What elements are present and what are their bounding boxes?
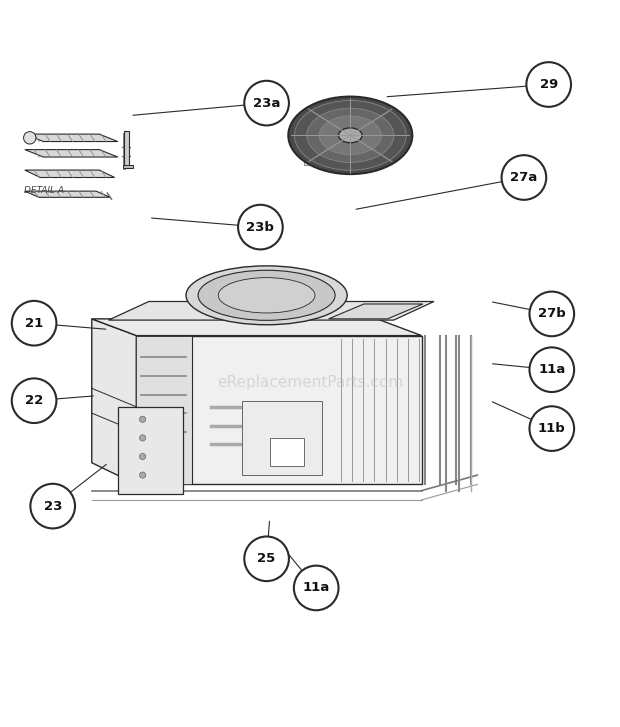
Circle shape [24,132,36,144]
Circle shape [140,435,146,441]
Circle shape [529,292,574,336]
Ellipse shape [288,97,412,174]
Text: 23: 23 [43,499,62,513]
Circle shape [502,155,546,200]
Circle shape [529,406,574,451]
Ellipse shape [339,128,362,142]
Polygon shape [270,438,304,466]
Polygon shape [304,154,338,165]
Polygon shape [118,407,183,494]
Text: 29: 29 [539,78,558,91]
Text: 11a: 11a [303,582,330,595]
Circle shape [12,301,56,345]
Circle shape [526,63,571,107]
Circle shape [529,348,574,392]
Text: 23b: 23b [247,220,274,233]
Text: 27a: 27a [510,171,538,184]
Text: 22: 22 [25,394,43,407]
Ellipse shape [218,278,315,313]
Polygon shape [25,150,118,157]
Polygon shape [92,319,422,336]
Polygon shape [25,170,115,177]
Ellipse shape [198,270,335,321]
Ellipse shape [307,108,394,162]
Text: DETAIL A: DETAIL A [24,185,64,195]
Polygon shape [124,131,129,168]
Polygon shape [136,336,192,484]
Circle shape [238,205,283,249]
Ellipse shape [186,266,347,325]
Ellipse shape [319,116,381,155]
Text: 27b: 27b [538,308,565,321]
Circle shape [140,416,146,422]
Polygon shape [136,336,422,484]
Circle shape [244,81,289,126]
Circle shape [12,378,56,423]
Text: 23a: 23a [253,97,280,110]
Circle shape [140,454,146,459]
Polygon shape [92,319,136,484]
Circle shape [294,566,339,610]
Text: 11b: 11b [538,422,565,435]
Polygon shape [329,304,423,319]
Circle shape [244,537,289,581]
Text: 11a: 11a [538,364,565,376]
Circle shape [30,483,75,529]
Ellipse shape [294,100,406,170]
Circle shape [140,472,146,478]
Polygon shape [25,134,118,142]
Polygon shape [242,401,322,475]
Text: 25: 25 [257,553,276,566]
Polygon shape [25,191,110,197]
Text: 21: 21 [25,317,43,330]
Polygon shape [108,302,434,320]
Polygon shape [123,165,133,168]
Text: eReplacementParts.com: eReplacementParts.com [217,374,403,390]
